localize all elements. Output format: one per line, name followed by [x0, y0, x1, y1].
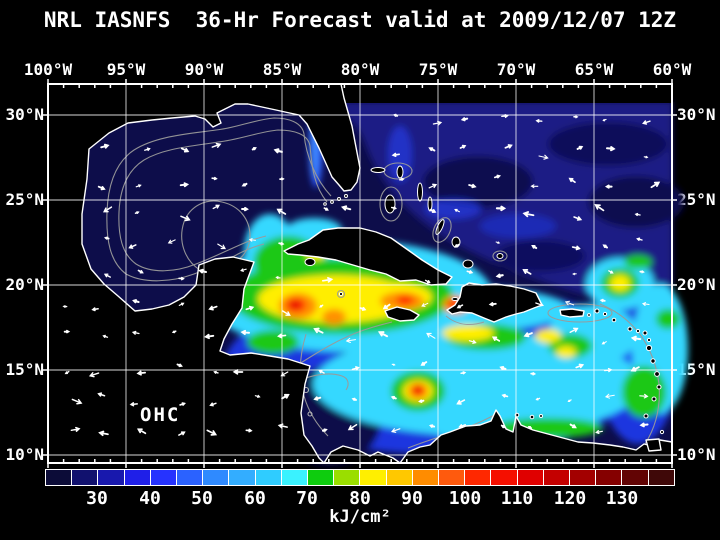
lat-tick-label: 20°N [677, 275, 716, 294]
colorbar-cell [203, 470, 230, 485]
colorbar-cell [177, 470, 204, 485]
colorbar-tick: 110 [500, 488, 534, 509]
colorbar-cell [308, 470, 335, 485]
colorbar-cell [622, 470, 649, 485]
map-frame [47, 83, 673, 464]
lon-tick-label: 65°W [574, 60, 614, 79]
graticule-grid [48, 84, 672, 463]
colorbar-cell [124, 470, 151, 485]
colorbar [45, 469, 675, 486]
lat-tick-label: 20°N [5, 275, 44, 294]
out-of-domain-strip [298, 84, 672, 103]
lat-tick-label: 25°N [677, 190, 716, 209]
colorbar-cell [255, 470, 282, 485]
lon-tick-label: 90°W [184, 60, 224, 79]
colorbar-cell [98, 470, 125, 485]
colorbar-cell [281, 470, 309, 485]
colorbar-cell [491, 470, 518, 485]
colorbar-tick: 40 [139, 488, 161, 509]
lon-tick-label: 75°W [418, 60, 458, 79]
colorbar-cell [648, 470, 674, 485]
lon-tick-label: 60°W [652, 60, 692, 79]
small-islands [304, 165, 665, 435]
colorbar-cell [465, 470, 492, 485]
lon-tick-label: 80°W [340, 60, 380, 79]
colorbar-cell [543, 470, 571, 485]
colorbar-cell [46, 470, 73, 485]
colorbar-cell [596, 470, 623, 485]
ohc-overlay-label: OHC [140, 404, 181, 426]
colorbar-cell [570, 470, 597, 485]
colorbar-cell [517, 470, 544, 485]
colorbar-cell [72, 470, 99, 485]
colorbar-cell [412, 470, 440, 485]
forecast-map [43, 79, 688, 468]
panama-land [323, 445, 401, 464]
lon-tick-label: 85°W [262, 60, 302, 79]
lat-tick-label: 25°N [5, 190, 44, 209]
lon-tick-label: 70°W [496, 60, 536, 79]
colorbar-tick: 120 [553, 488, 587, 509]
cuba-island [283, 227, 453, 286]
colorbar-cell [150, 470, 178, 485]
colorbar-cell [229, 470, 256, 485]
colorbar-cell [360, 470, 387, 485]
lon-tick-label: 100°W [23, 60, 73, 79]
colorbar-cell [386, 470, 413, 485]
lon-tick-label: 95°W [106, 60, 146, 79]
colorbar-tick: 90 [401, 488, 423, 509]
colorbar-tick: 70 [296, 488, 318, 509]
colorbar-cell [439, 470, 466, 485]
lat-tick-label: 10°N [677, 445, 716, 464]
jamaica-island [384, 306, 420, 322]
lat-tick-label: 10°N [5, 445, 44, 464]
colorbar-unit-label: kJ/cm² [329, 507, 391, 527]
lat-tick-label: 30°N [5, 105, 44, 124]
colorbar-tick: 100 [448, 488, 482, 509]
colorbar-tick: 130 [605, 488, 639, 509]
colorbar-tick: 80 [349, 488, 371, 509]
colorbar-tick: 60 [244, 488, 266, 509]
trinidad-island [645, 438, 662, 452]
current-vector-arrows [62, 113, 661, 437]
colorbar-tick: 50 [191, 488, 213, 509]
colorbar-tick: 30 [86, 488, 108, 509]
figure-title: NRL IASNFS 36-Hr Forecast valid at 2009/… [43, 8, 677, 32]
puerto-rico-island [559, 308, 585, 318]
lat-tick-label: 15°N [5, 360, 44, 379]
lat-tick-label: 30°N [677, 105, 716, 124]
colorbar-cell [334, 470, 361, 485]
